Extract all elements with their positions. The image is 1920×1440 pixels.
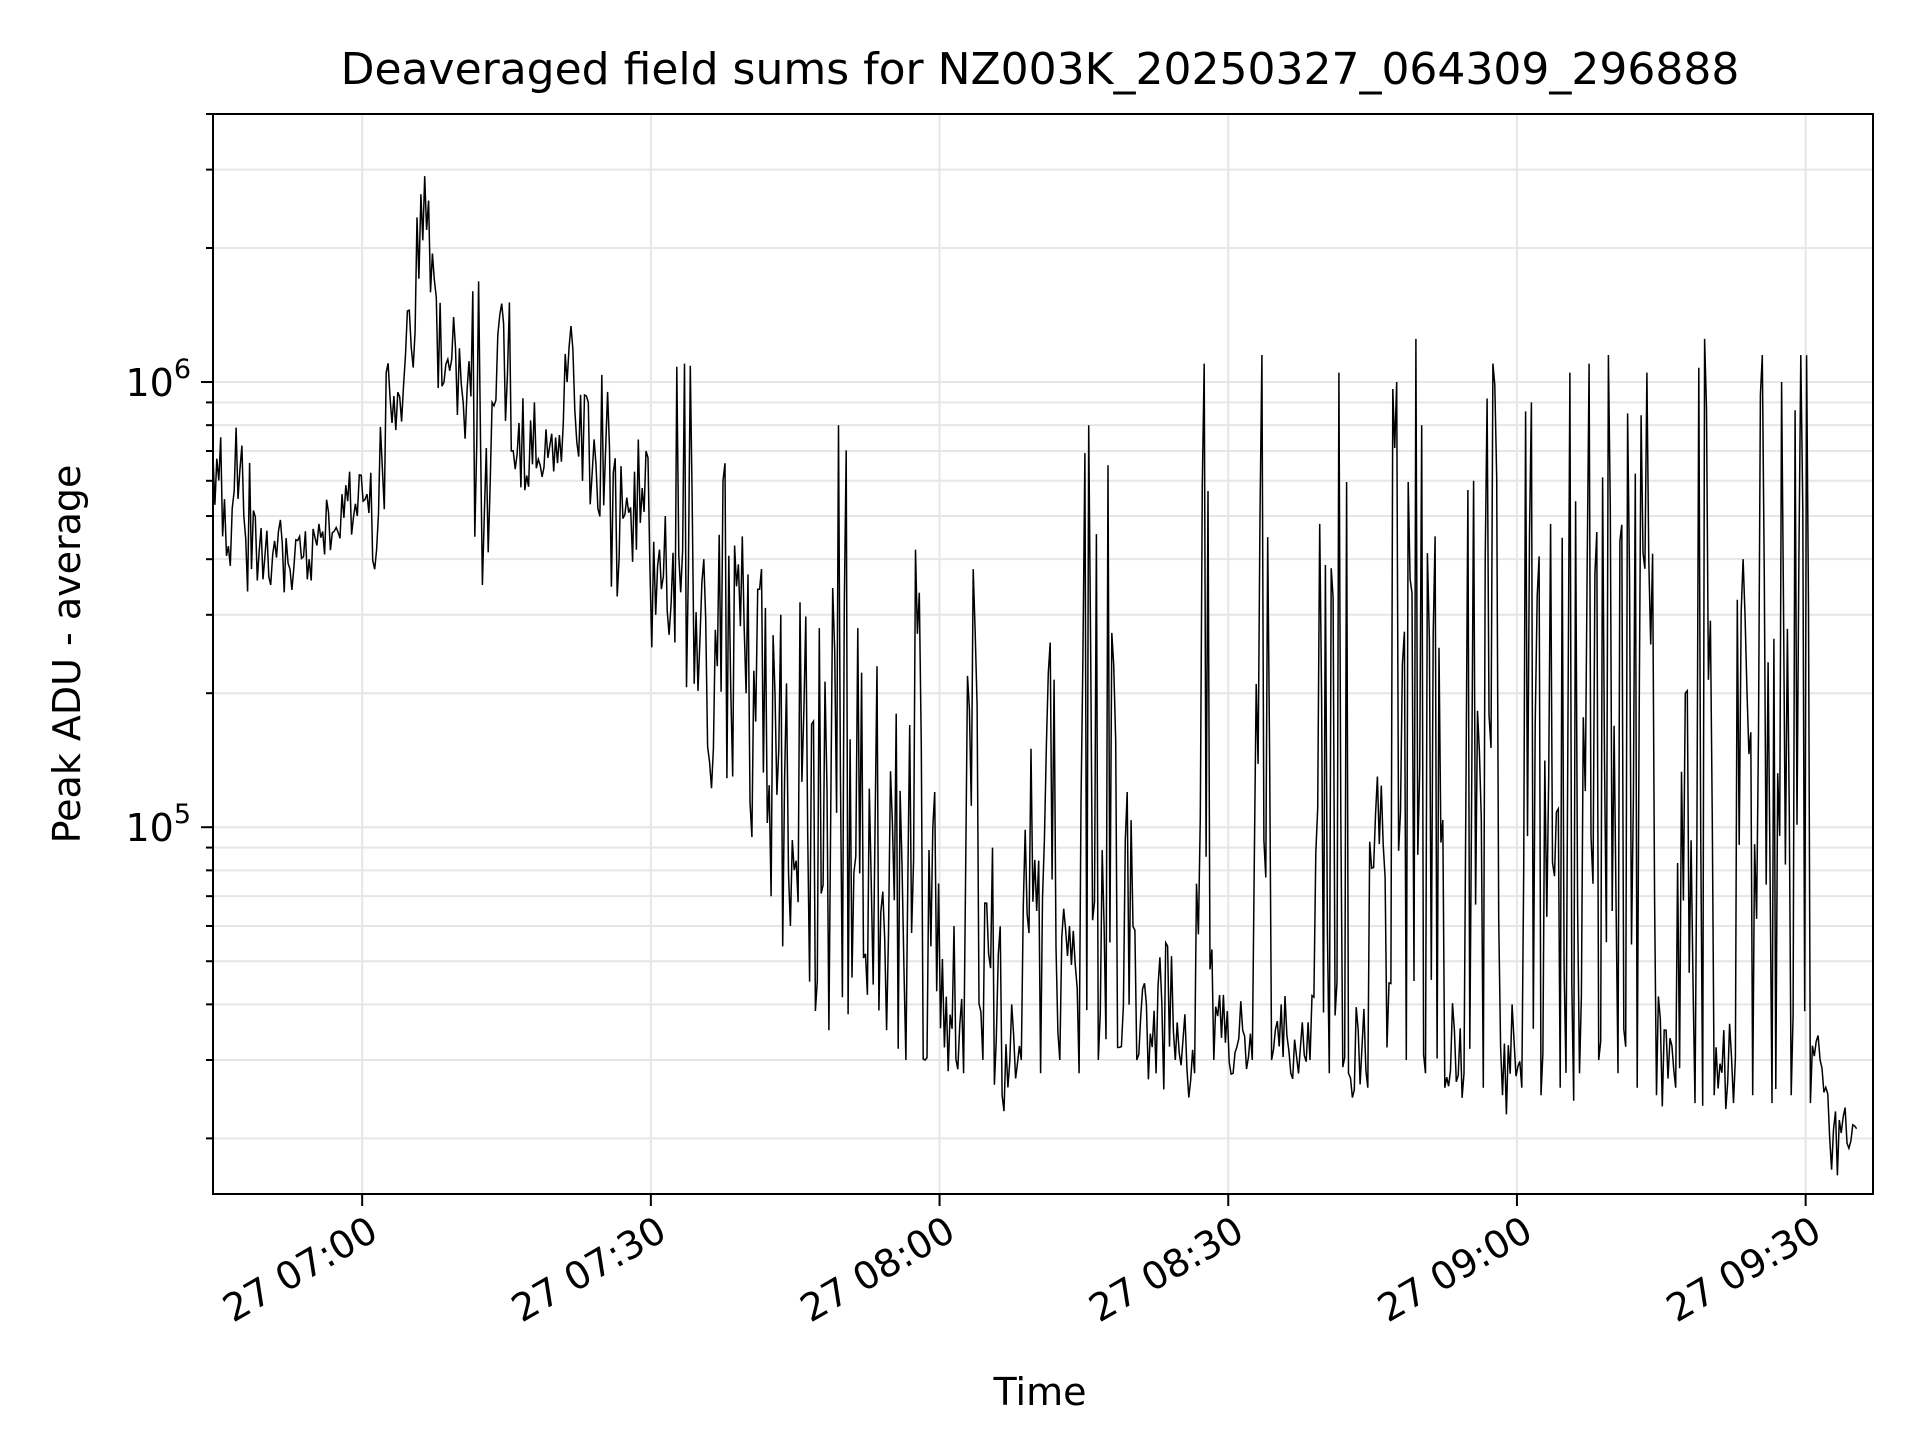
x-tick-label: 27 07:00 xyxy=(215,1208,384,1331)
x-axis-label: Time xyxy=(993,1370,1087,1414)
y-axis-ticks: 105 106 xyxy=(125,113,213,1140)
x-tick-label: 27 08:30 xyxy=(1082,1208,1251,1331)
chart-title: Deaveraged field sums for NZ003K_2025032… xyxy=(341,44,1740,95)
x-tick-label: 27 09:30 xyxy=(1659,1208,1828,1331)
y-tick-label: 106 xyxy=(125,354,191,405)
grid-layer xyxy=(213,113,1873,1194)
y-tick-label: 105 xyxy=(125,799,191,850)
series-line xyxy=(212,176,1858,1176)
plot-frame xyxy=(212,113,1874,1195)
x-axis-ticks: 27 07:00 27 07:30 27 08:00 27 08:30 27 09:00… xyxy=(215,1194,1828,1331)
x-tick-label: 27 07:30 xyxy=(504,1208,673,1331)
y-axis-label: Peak ADU - average xyxy=(45,465,89,844)
series-layer xyxy=(212,176,1858,1176)
x-tick-label: 27 08:00 xyxy=(793,1208,962,1331)
x-tick-label: 27 09:00 xyxy=(1370,1208,1539,1331)
